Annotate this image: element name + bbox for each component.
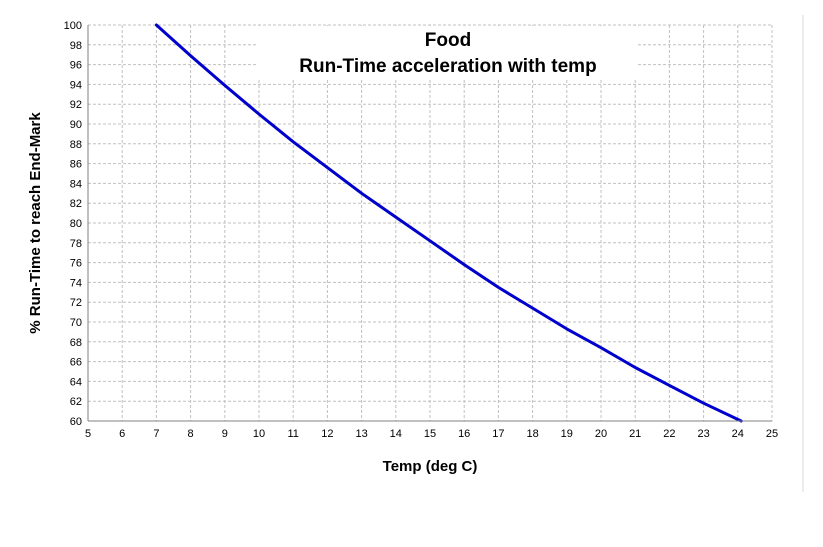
x-tick-label: 23 [697,428,709,440]
x-tick-label: 16 [458,428,470,440]
x-tick-label: 7 [153,428,159,440]
x-tick-label: 19 [561,428,573,440]
y-tick-label: 92 [70,99,82,111]
y-tick-label: 60 [70,416,82,428]
y-tick-label: 70 [70,317,82,329]
x-tick-label: 24 [732,428,744,440]
axes [87,25,772,422]
x-tick-label: 22 [663,428,675,440]
y-tick-label: 62 [70,396,82,408]
x-tick-labels: 5 6 7 8 9 10 11 12 13 14 15 16 17 18 19 20 21 22 23 24 25 [85,428,778,440]
x-tick-label: 12 [321,428,333,440]
y-axis-title: % Run-Time to reach End-Mark [27,112,44,334]
y-tick-label: 88 [70,139,82,151]
y-tick-label: 84 [70,178,82,190]
y-tick-label: 94 [70,79,82,91]
y-tick-label: 100 [64,20,82,32]
x-tick-label: 9 [222,428,228,440]
title-background [258,26,638,78]
y-tick-label: 76 [70,258,82,270]
x-tick-label: 11 [287,428,298,440]
series-layer [154,23,743,423]
y-tick-labels: 60 62 64 66 68 70 72 74 76 78 80 82 84 86 88 90 92 94 96 98… [64,20,82,428]
x-tick-label: 20 [595,428,607,440]
x-tick-label: 8 [188,428,194,440]
y-tick-label: 72 [70,297,82,309]
y-tick-label: 82 [70,198,82,210]
gridlines [88,24,773,421]
x-tick-label: 18 [526,428,538,440]
chart-title: Food [425,30,471,51]
y-tick-label: 74 [70,277,82,289]
y-tick-label: 90 [70,119,82,131]
x-tick-label: 21 [629,428,641,440]
y-tick-label: 68 [70,337,82,349]
x-tick-label: 6 [119,428,125,440]
y-tick-label: 78 [70,238,82,250]
x-tick-label: 25 [766,428,778,440]
chart-subtitle: Run-Time acceleration with temp [299,56,596,77]
y-tick-label: 98 [70,40,82,52]
x-tick-label: 15 [424,428,436,440]
y-tick-label: 66 [70,357,82,369]
x-axis-title: Temp (deg C) [383,458,478,475]
y-tick-label: 64 [70,376,82,388]
y-tick-label: 96 [70,60,82,72]
series-line [154,23,743,423]
x-tick-label: 5 [85,428,91,440]
x-tick-label: 10 [253,428,265,440]
x-tick-label: 14 [390,428,402,440]
x-tick-label: 13 [355,428,367,440]
y-tick-label: 80 [70,218,82,230]
y-tick-label: 86 [70,159,82,171]
x-tick-label: 17 [492,428,504,440]
